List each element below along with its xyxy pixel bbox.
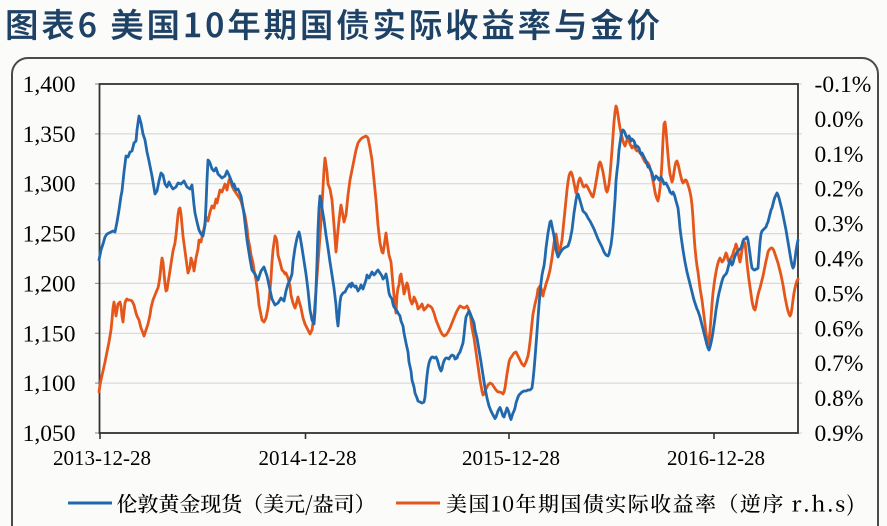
- svg-text:0.8%: 0.8%: [815, 386, 864, 412]
- svg-text:1,050: 1,050: [23, 421, 76, 447]
- svg-text:0.6%: 0.6%: [815, 316, 864, 342]
- svg-text:2013-12-28: 2013-12-28: [53, 446, 151, 470]
- svg-text:2016-12-28: 2016-12-28: [667, 446, 765, 470]
- svg-text:0.0%: 0.0%: [815, 107, 864, 133]
- svg-text:1,150: 1,150: [23, 321, 76, 347]
- svg-text:1,350: 1,350: [23, 122, 76, 148]
- svg-text:1,200: 1,200: [23, 271, 76, 297]
- svg-text:0.5%: 0.5%: [815, 281, 864, 307]
- svg-text:1,400: 1,400: [23, 72, 76, 98]
- svg-text:1,300: 1,300: [23, 172, 76, 198]
- svg-text:0.4%: 0.4%: [815, 247, 864, 273]
- svg-text:0.9%: 0.9%: [815, 421, 864, 447]
- svg-text:0.7%: 0.7%: [815, 351, 864, 377]
- svg-text:2014-12-28: 2014-12-28: [259, 446, 357, 470]
- svg-text:-0.1%: -0.1%: [815, 72, 872, 98]
- svg-text:1,100: 1,100: [23, 371, 76, 397]
- svg-text:0.3%: 0.3%: [815, 212, 864, 238]
- svg-text:0.1%: 0.1%: [815, 142, 864, 168]
- svg-text:2015-12-28: 2015-12-28: [462, 446, 560, 470]
- svg-text:1,250: 1,250: [23, 222, 76, 248]
- svg-text:0.2%: 0.2%: [815, 177, 864, 203]
